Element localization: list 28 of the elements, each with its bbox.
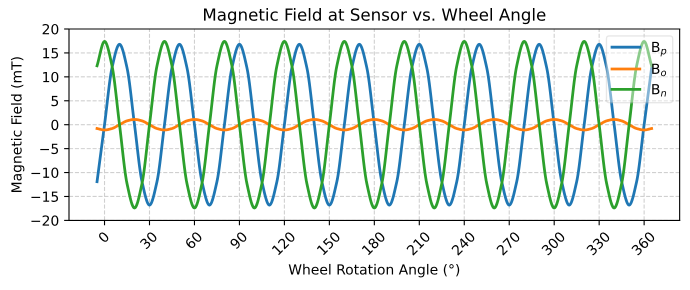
x-tick-label: 90 [229, 230, 248, 250]
x-tick-label: 150 [316, 230, 341, 256]
y-tick-label: 5 [52, 96, 58, 106]
legend-label: B$_{n}$ [652, 84, 666, 97]
x-tick-label: 210 [406, 230, 431, 256]
legend-label: B$_{o}$ [652, 64, 666, 76]
x-tick-label: 360 [630, 230, 656, 256]
x-tick-label: 330 [586, 230, 611, 256]
x-tick-label: 60 [184, 230, 203, 250]
x-tick-label: 180 [361, 230, 386, 256]
chart-title: Magnetic Field at Sensor vs. Wheel Angle [204, 8, 546, 24]
legend-label: B$_{p}$ [652, 42, 666, 56]
y-tick-label: −5 [40, 144, 58, 154]
x-axis-title: Wheel Rotation Angle (°) [288, 264, 460, 278]
y-tick-label: 0 [51, 120, 58, 130]
x-tick-label: 30 [139, 230, 158, 250]
y-axis-title: Magnetic Field (mT) [10, 57, 24, 192]
y-tick-label: 20 [42, 24, 58, 34]
y-tick-label: −20 [31, 215, 58, 226]
y-tick-label: −15 [31, 192, 58, 202]
x-tick-label: 300 [540, 230, 566, 256]
x-tick-label: 0 [97, 230, 110, 244]
y-tick-label: −10 [31, 168, 58, 178]
x-tick-label: 240 [451, 230, 476, 256]
x-tick-label: 270 [496, 230, 521, 256]
y-tick-label: 15 [43, 48, 58, 58]
x-tick-label: 120 [272, 230, 296, 256]
y-tick-label: 10 [43, 72, 58, 82]
